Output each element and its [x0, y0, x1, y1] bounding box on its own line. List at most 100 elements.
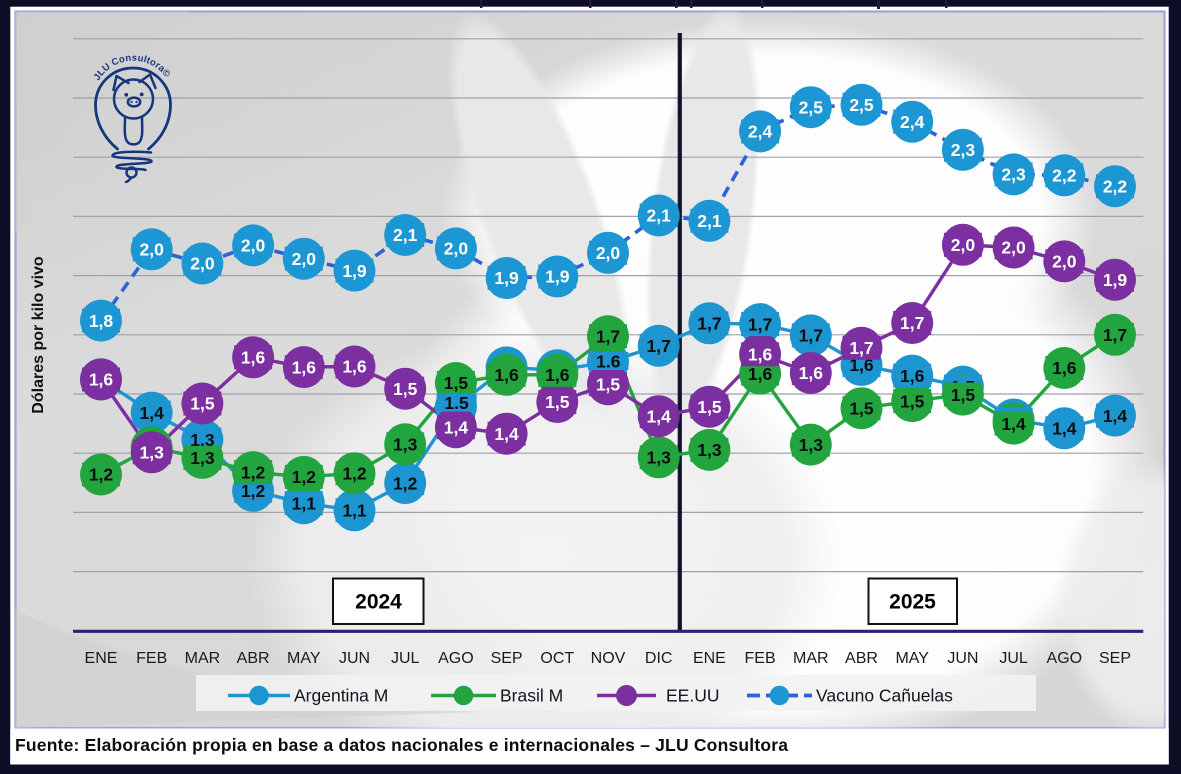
svg-text:Fuente: Elaboración propia en: Fuente: Elaboración propia en base a dat… [15, 735, 788, 755]
svg-text:1,8: 1,8 [89, 311, 114, 331]
svg-text:1,6: 1,6 [1052, 358, 1077, 378]
svg-text:EE.UU: EE.UU [666, 686, 719, 706]
svg-text:1,5: 1,5 [393, 379, 418, 399]
svg-text:1,6: 1,6 [748, 345, 773, 365]
svg-text:1,9: 1,9 [342, 261, 367, 281]
svg-text:AGO: AGO [1047, 650, 1083, 667]
svg-text:SEP: SEP [1099, 650, 1131, 667]
svg-text:1,4: 1,4 [1001, 414, 1026, 434]
svg-text:Argentina M: Argentina M [294, 686, 388, 706]
svg-text:1.5: 1.5 [444, 393, 469, 413]
svg-text:ENE: ENE [693, 650, 726, 667]
svg-text:2,0: 2,0 [292, 249, 317, 269]
svg-text:1,3: 1,3 [647, 448, 672, 468]
svg-text:1,2: 1,2 [393, 473, 418, 493]
svg-text:1,2: 1,2 [89, 465, 114, 485]
svg-text:1,3: 1,3 [190, 448, 215, 468]
svg-text:OCT: OCT [540, 650, 574, 667]
svg-text:1,4: 1,4 [494, 424, 519, 444]
svg-text:1,6: 1,6 [545, 365, 570, 385]
svg-text:MAR: MAR [185, 650, 221, 667]
svg-text:1,5: 1,5 [545, 392, 570, 412]
svg-text:2,0: 2,0 [1001, 238, 1026, 258]
svg-text:AGO: AGO [438, 650, 474, 667]
svg-text:ABR: ABR [845, 650, 878, 667]
svg-text:1,7: 1,7 [900, 313, 924, 333]
svg-text:1,4: 1,4 [444, 417, 469, 437]
svg-text:1,3: 1,3 [393, 435, 418, 455]
svg-text:2,0: 2,0 [444, 239, 469, 259]
svg-text:FEB: FEB [745, 650, 776, 667]
svg-text:1,5: 1,5 [596, 374, 621, 394]
svg-text:NOV: NOV [591, 650, 626, 667]
svg-text:2,0: 2,0 [596, 243, 621, 263]
svg-text:JUL: JUL [391, 650, 420, 667]
svg-text:1,3: 1,3 [799, 435, 824, 455]
svg-text:DIC: DIC [645, 650, 673, 667]
svg-text:2025: 2025 [889, 591, 936, 614]
svg-text:1,7: 1,7 [1103, 325, 1127, 345]
svg-text:JUN: JUN [947, 650, 978, 667]
svg-text:1,3: 1,3 [190, 430, 215, 450]
svg-text:1,3: 1,3 [140, 443, 165, 463]
svg-text:1,6: 1,6 [900, 366, 925, 386]
svg-text:1,5: 1,5 [900, 391, 925, 411]
svg-text:1,4: 1,4 [140, 403, 165, 423]
svg-text:1,9: 1,9 [545, 267, 570, 287]
svg-text:1,6: 1,6 [342, 357, 367, 377]
svg-text:2,3: 2,3 [951, 140, 976, 160]
svg-text:MAY: MAY [895, 650, 929, 667]
svg-text:1,9: 1,9 [1103, 270, 1128, 290]
svg-text:2,0: 2,0 [241, 236, 266, 256]
svg-text:1,5: 1,5 [697, 397, 722, 417]
svg-text:2,0: 2,0 [190, 254, 215, 274]
svg-text:Dólares por kilo vivo: Dólares por kilo vivo [30, 256, 47, 414]
svg-text:2024: 2024 [355, 591, 402, 614]
svg-text:1,2: 1,2 [241, 481, 266, 501]
svg-text:1,4: 1,4 [647, 406, 672, 426]
svg-text:2,4: 2,4 [900, 112, 925, 132]
svg-text:2,1: 2,1 [697, 211, 722, 231]
svg-text:1,4: 1,4 [1052, 419, 1077, 439]
svg-text:1,2: 1,2 [241, 462, 266, 482]
svg-text:1,7: 1,7 [799, 326, 823, 346]
svg-text:1,6: 1,6 [748, 364, 773, 384]
svg-text:1,7: 1,7 [647, 336, 671, 356]
svg-text:1,5: 1,5 [849, 398, 874, 418]
svg-text:Vacuno Cañuelas: Vacuno Cañuelas [816, 686, 953, 706]
svg-text:2,1: 2,1 [647, 206, 672, 226]
svg-text:1,6: 1,6 [494, 365, 519, 385]
svg-text:SEP: SEP [491, 650, 523, 667]
svg-text:1.6: 1.6 [596, 351, 621, 371]
svg-text:ABR: ABR [237, 650, 270, 667]
svg-text:2,0: 2,0 [951, 235, 976, 255]
svg-text:1,5: 1,5 [190, 394, 215, 414]
svg-text:1,1: 1,1 [342, 501, 367, 521]
svg-text:1,6: 1,6 [799, 363, 824, 383]
svg-text:JUL: JUL [999, 650, 1028, 667]
svg-text:2,4: 2,4 [748, 122, 773, 142]
svg-text:2,1: 2,1 [393, 225, 418, 245]
svg-text:2,0: 2,0 [140, 240, 165, 260]
svg-text:1,3: 1,3 [697, 440, 722, 460]
svg-text:1,5: 1,5 [951, 385, 976, 405]
svg-text:1,6: 1,6 [849, 355, 874, 375]
svg-text:1,2: 1,2 [292, 467, 317, 487]
svg-text:2,3: 2,3 [1001, 165, 1026, 185]
svg-text:2,2: 2,2 [1103, 176, 1128, 196]
svg-text:1,6: 1,6 [89, 370, 114, 390]
svg-text:JUN: JUN [339, 650, 370, 667]
svg-text:2,2: 2,2 [1052, 166, 1077, 186]
svg-text:2,5: 2,5 [799, 97, 824, 117]
svg-text:1,2: 1,2 [342, 464, 367, 484]
svg-text:1,7: 1,7 [748, 314, 772, 334]
svg-text:2,0: 2,0 [1052, 252, 1077, 272]
svg-text:1,5: 1,5 [444, 373, 469, 393]
svg-text:1,7: 1,7 [697, 314, 721, 334]
svg-text:1,9: 1,9 [494, 268, 519, 288]
svg-text:2,5: 2,5 [849, 95, 874, 115]
svg-text:1,6: 1,6 [241, 348, 266, 368]
svg-text:FEB: FEB [136, 650, 167, 667]
svg-text:1,7: 1,7 [596, 327, 620, 347]
svg-text:Brasil M: Brasil M [500, 686, 563, 706]
